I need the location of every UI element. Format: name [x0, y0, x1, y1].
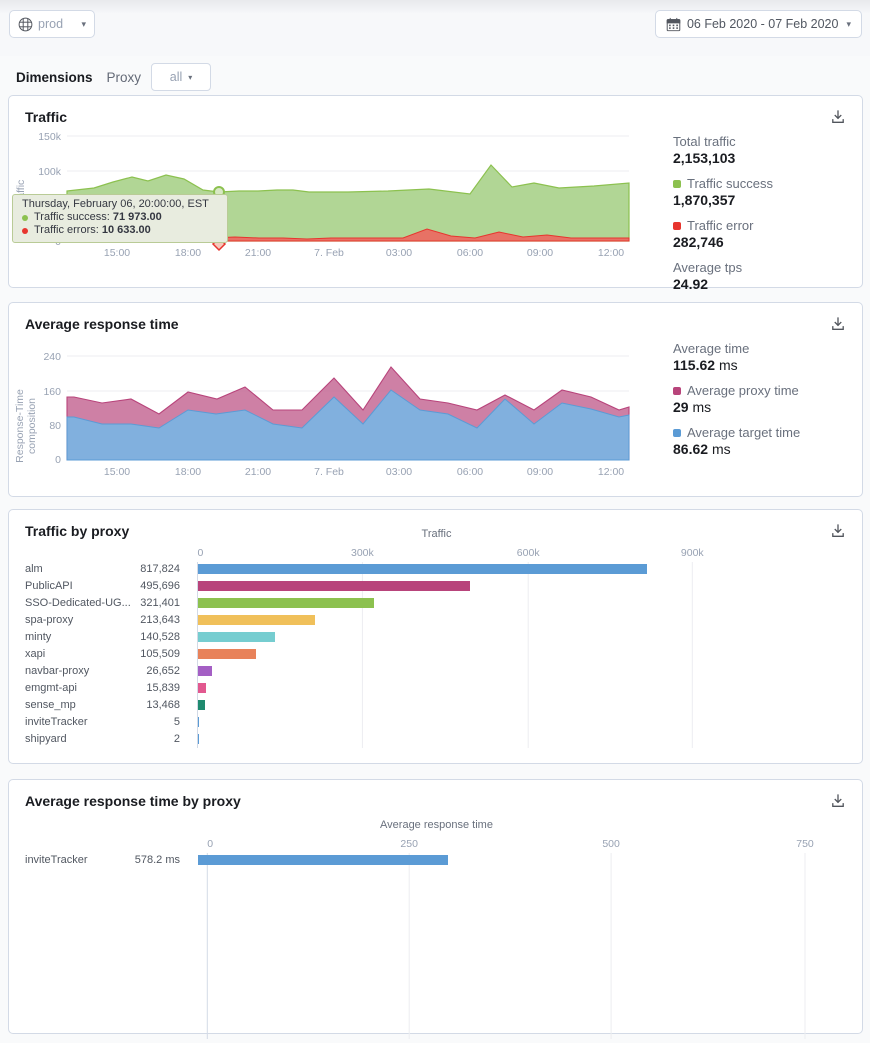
svg-text:15:00: 15:00 — [104, 247, 130, 259]
svg-text:18:00: 18:00 — [175, 247, 201, 259]
svg-text:09:00: 09:00 — [527, 247, 553, 259]
svg-text:21:00: 21:00 — [245, 247, 271, 259]
svg-text:0: 0 — [55, 454, 61, 466]
svg-text:7. Feb: 7. Feb — [314, 466, 344, 478]
svg-text:15:00: 15:00 — [104, 466, 130, 478]
svg-text:Response-Time: Response-Time — [14, 389, 26, 463]
svg-text:03:00: 03:00 — [386, 247, 412, 259]
svg-text:18:00: 18:00 — [175, 466, 201, 478]
svg-text:06:00: 06:00 — [457, 466, 483, 478]
svg-text:80: 80 — [49, 420, 61, 432]
svg-text:09:00: 09:00 — [527, 466, 553, 478]
svg-text:composition: composition — [26, 398, 38, 454]
svg-text:150k: 150k — [38, 131, 62, 143]
svg-text:06:00: 06:00 — [457, 247, 483, 259]
svg-text:12:00: 12:00 — [598, 247, 624, 259]
svg-text:03:00: 03:00 — [386, 466, 412, 478]
svg-text:12:00: 12:00 — [598, 466, 624, 478]
svg-text:100k: 100k — [38, 166, 62, 178]
svg-text:7. Feb: 7. Feb — [314, 247, 344, 259]
svg-text:21:00: 21:00 — [245, 466, 271, 478]
svg-text:240: 240 — [43, 351, 61, 363]
svg-text:160: 160 — [43, 386, 61, 398]
